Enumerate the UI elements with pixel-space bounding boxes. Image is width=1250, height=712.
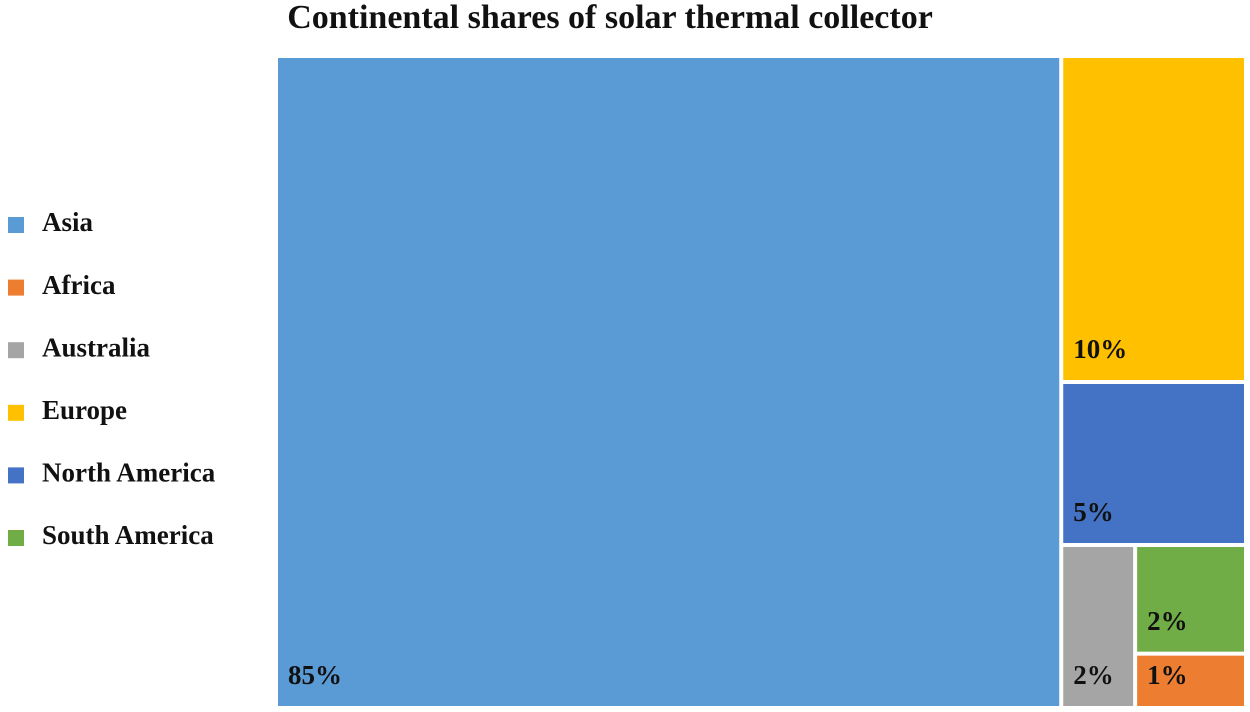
legend-label: South America [42,520,214,550]
treemap-tile [1063,547,1134,706]
legend-swatch [8,530,24,546]
legend-swatch [8,342,24,359]
chart-title: Continental shares of solar thermal coll… [287,0,933,36]
legend-label: Africa [42,270,116,300]
data-label: 2% [1073,660,1114,690]
legend-label: Australia [42,332,151,362]
data-label: 5% [1073,497,1114,527]
data-label: 1% [1147,660,1188,690]
data-label: 2% [1147,606,1188,636]
treemap-tile [1063,58,1244,380]
data-label: 85% [288,660,342,690]
treemap-tile [1137,547,1244,652]
treemap-tile [1137,655,1244,706]
legend-swatch [8,404,24,421]
legend-label: Europe [42,395,127,425]
data-label: 10% [1073,334,1127,364]
treemap-tile [278,58,1060,706]
legend-label: Asia [42,207,94,237]
legend-swatch [8,467,24,484]
legend-swatch [8,217,24,233]
legend-swatch [8,279,24,296]
treemap-tile [1063,384,1244,543]
legend-label: North America [42,458,216,488]
